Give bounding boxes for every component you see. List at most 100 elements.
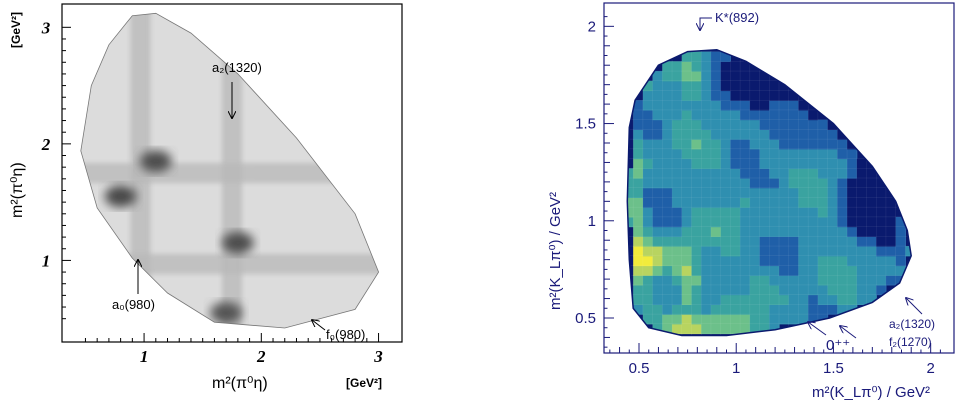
right-heatmap-cell (701, 90, 712, 101)
right-heatmap-cell (730, 197, 741, 208)
right-heatmap-cell (808, 197, 819, 208)
right-heatmap-cell (710, 265, 722, 276)
right-heatmap-cell (701, 187, 712, 198)
right-heatmap-cell (662, 139, 673, 150)
right-heatmap-cell (701, 80, 712, 92)
right-heatmap-cell (710, 168, 722, 179)
right-heatmap-cell (769, 265, 780, 276)
right-heatmap-cell (876, 207, 887, 218)
right-heatmap-cell (779, 168, 790, 179)
right-heatmap-cell (808, 119, 819, 130)
right-heatmap-cell (798, 246, 809, 257)
right-heatmap-cell (701, 246, 712, 257)
right-heatmap-cell (749, 119, 761, 130)
right-heatmap-cell (847, 178, 858, 189)
right-heatmap-cell (627, 216, 634, 228)
right-heatmap-cell (672, 90, 683, 101)
right-heatmap-cell (808, 314, 819, 325)
right-heatmap-cell (749, 226, 761, 237)
right-heatmap-cell (798, 197, 809, 208)
right-heatmap-cell (885, 207, 897, 218)
left-y-unit: [GeV²] (9, 12, 23, 48)
right-heatmap-cell (827, 265, 838, 276)
right-heatmap-cell (633, 304, 644, 315)
right-heatmap-cell (710, 255, 722, 267)
right-heatmap-cell (681, 246, 693, 257)
right-heatmap-cell (856, 275, 868, 286)
right-heatmap-cell (681, 236, 693, 247)
right-heatmap-cell (681, 178, 693, 189)
right-heatmap-cell (847, 226, 858, 237)
right-heatmap-cell (642, 119, 654, 130)
right-heatmap-cell (817, 216, 829, 228)
left-x-unit: [GeV²] (346, 376, 382, 390)
right-heatmap-cell (730, 139, 741, 150)
right-heatmap-cell (730, 148, 741, 160)
right-heatmap-cell (720, 265, 731, 276)
right-heatmap-cell (759, 323, 770, 335)
right-heatmap-cell (769, 187, 780, 198)
right-heatmap-cell (662, 158, 673, 169)
right-heatmap-cell (672, 168, 683, 179)
left-annotation-a2: a₂(1320) (212, 60, 262, 75)
right-heatmap-cell (866, 275, 877, 286)
right-heatmap-cell (837, 294, 848, 305)
right-heatmap-cell (681, 148, 693, 160)
right-heatmap-cell (759, 275, 770, 286)
right-heatmap-cell (642, 255, 654, 267)
left-axis-ticks: 1 2 3 1 2 3 (41, 18, 384, 366)
right-heatmap-cell (817, 275, 829, 286)
right-heatmap-cell (885, 226, 897, 237)
right-heatmap-cell (837, 284, 848, 296)
right-heatmap-cell (710, 207, 722, 218)
right-heatmap-cell (652, 129, 663, 140)
right-heatmap-cell (672, 314, 683, 325)
right-heatmap-cell (856, 216, 868, 228)
right-heatmap-cell (895, 226, 906, 237)
right-heatmap-cell (642, 100, 654, 111)
right-heatmap-cell (662, 226, 673, 237)
right-heatmap-cell (856, 207, 868, 218)
right-heatmap-cell (710, 139, 722, 150)
right-heatmap-cell (730, 265, 741, 276)
right-heatmap-cell (701, 139, 712, 150)
right-heatmap-cell (701, 197, 712, 208)
right-heatmap-cell (847, 255, 858, 267)
right-heatmap-cell (642, 265, 654, 276)
right-heatmap-cell (808, 207, 819, 218)
right-heatmap-cell (759, 178, 770, 189)
right-heatmap-cell (652, 119, 663, 130)
right-heatmap-cell (876, 275, 887, 286)
right-heatmap-cell (740, 216, 751, 228)
right-y-tick-label: 1 (588, 213, 596, 230)
right-heatmap-cell (652, 197, 663, 208)
right-heatmap-cell (672, 207, 683, 218)
right-heatmap-cell (798, 236, 809, 247)
right-heatmap-cell (662, 100, 673, 111)
right-heatmap-cell (642, 304, 654, 315)
right-heatmap-cell (749, 168, 761, 179)
right-heatmap-cell (652, 314, 663, 325)
right-heatmap-cell (652, 80, 663, 92)
right-heatmap-cell (827, 236, 838, 247)
right-heatmap-cell (808, 139, 819, 150)
right-heatmap-cell (798, 158, 809, 169)
right-heatmap-cell (633, 197, 644, 208)
right-y-tick-label: 1.5 (575, 116, 596, 133)
right-heatmap-cell (691, 304, 702, 315)
right-heatmap-cell (701, 178, 712, 189)
right-heatmap-cell (749, 100, 761, 111)
right-heatmap-cell (642, 158, 654, 169)
left-x-label: m²(π⁰η) (212, 375, 268, 392)
right-heatmap-cell (866, 178, 877, 189)
right-heatmap-cell (856, 265, 868, 276)
right-heatmap-cell (905, 246, 912, 257)
right-heatmap-cell (642, 275, 654, 286)
left-hotspot-2 (221, 231, 254, 254)
right-heatmap-cell (740, 61, 751, 72)
right-heatmap-cell (710, 216, 722, 228)
right-heatmap-cell (817, 148, 829, 160)
right-heatmap-cell (759, 71, 770, 82)
right-heatmap-cell (779, 246, 790, 257)
right-heatmap-cell (662, 178, 673, 189)
